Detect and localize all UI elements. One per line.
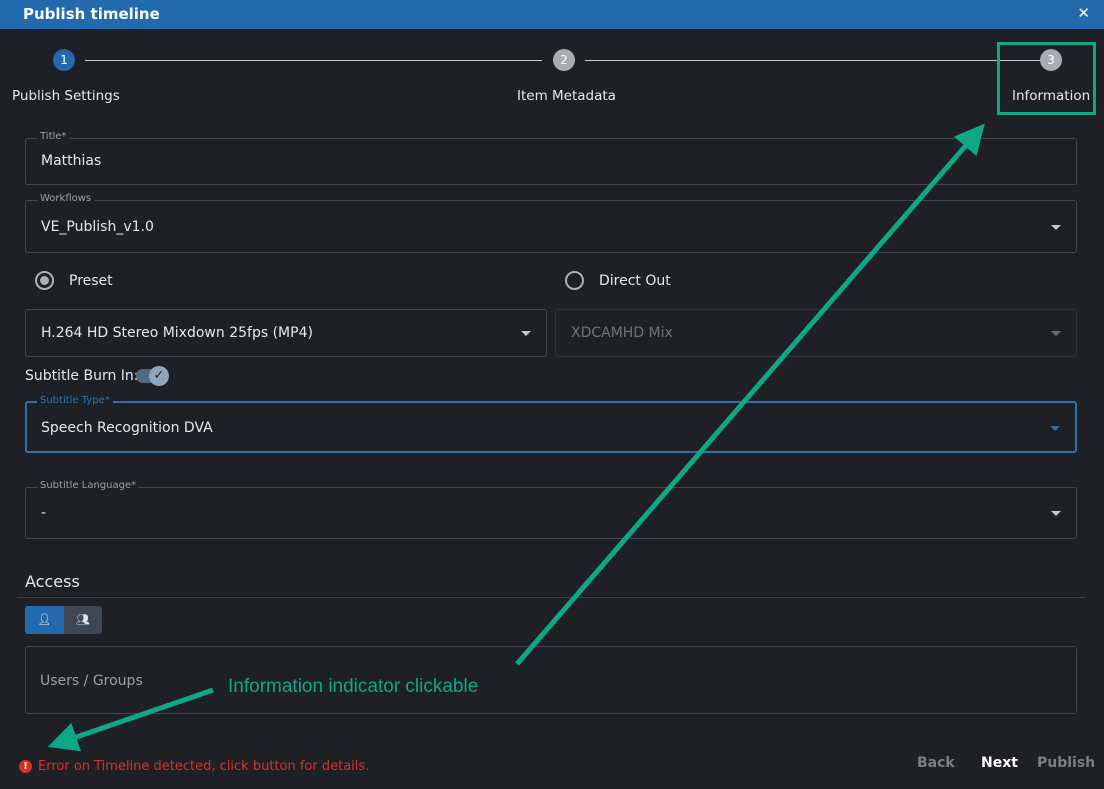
- step-connector: [85, 60, 542, 61]
- access-heading: Access: [25, 572, 80, 591]
- check-icon: ✓: [149, 366, 169, 386]
- direct-out-radio[interactable]: [565, 271, 584, 290]
- subtitle-type-select[interactable]: Subtitle Type* Speech Recognition DVA: [25, 395, 1077, 453]
- chevron-down-icon: [1051, 511, 1061, 516]
- preset-radio[interactable]: [35, 271, 54, 290]
- annotation-arrow: [515, 123, 985, 666]
- users-groups-input[interactable]: Users / Groups: [25, 646, 1077, 714]
- preset-value: H.264 HD Stereo Mixdown 25fps (MP4): [41, 325, 313, 341]
- step-1-label[interactable]: Publish Settings: [12, 88, 120, 104]
- next-button[interactable]: Next: [981, 755, 1018, 771]
- title-label: Title*: [37, 131, 70, 142]
- users-groups-placeholder: Users / Groups: [40, 673, 143, 689]
- subtitle-type-label: Subtitle Type*: [37, 395, 113, 406]
- annotation-highlight-box: [997, 42, 1096, 115]
- chevron-down-icon: [1051, 331, 1061, 336]
- chevron-down-icon: [1050, 426, 1060, 431]
- chevron-down-icon: [1051, 225, 1061, 230]
- subtitle-language-select[interactable]: Subtitle Language* -: [25, 480, 1077, 539]
- workflows-label: Workflows: [37, 193, 95, 204]
- title-field[interactable]: Title* Matthias: [25, 131, 1077, 185]
- subtitle-language-value: -: [41, 505, 47, 521]
- subtitle-language-label: Subtitle Language*: [37, 480, 140, 491]
- step-3-label[interactable]: Information: [1012, 88, 1091, 104]
- step-1-indicator[interactable]: 1: [53, 49, 75, 71]
- chevron-down-icon: [521, 331, 531, 336]
- close-icon[interactable]: ✕: [1077, 4, 1090, 22]
- step-2-label[interactable]: Item Metadata: [517, 88, 616, 104]
- divider: [17, 597, 1085, 598]
- workflows-select[interactable]: Workflows VE_Publish_v1.0: [25, 193, 1077, 253]
- annotation-arrow: [47, 687, 214, 752]
- subtitle-burn-in-toggle[interactable]: ✓: [136, 366, 169, 386]
- annotation-text: Information indicator clickable: [228, 676, 479, 697]
- subtitle-burn-in-label: Subtitle Burn In:: [25, 368, 139, 384]
- dialog-header: Publish timeline ✕: [0, 0, 1104, 29]
- step-connector: [585, 60, 1040, 61]
- error-message[interactable]: Error on Timeline detected, click button…: [38, 759, 370, 774]
- user-icon[interactable]: 👤︎: [25, 606, 64, 634]
- title-input[interactable]: Matthias: [41, 153, 102, 169]
- step-2-indicator[interactable]: 2: [553, 49, 575, 71]
- error-icon[interactable]: !: [19, 760, 32, 773]
- workflows-value: VE_Publish_v1.0: [41, 219, 154, 235]
- direct-out-value: XDCAMHD Mix: [571, 325, 673, 341]
- dialog-title: Publish timeline: [23, 5, 160, 23]
- group-icon[interactable]: 👥︎: [64, 606, 102, 634]
- step-3-indicator[interactable]: 3: [1040, 49, 1062, 71]
- direct-out-select: XDCAMHD Mix: [555, 309, 1077, 357]
- preset-select[interactable]: H.264 HD Stereo Mixdown 25fps (MP4): [25, 309, 547, 357]
- preset-label[interactable]: Preset: [69, 273, 113, 289]
- subtitle-type-value: Speech Recognition DVA: [41, 420, 213, 436]
- direct-out-label[interactable]: Direct Out: [599, 273, 671, 289]
- publish-button[interactable]: Publish: [1037, 755, 1096, 771]
- back-button[interactable]: Back: [917, 755, 955, 771]
